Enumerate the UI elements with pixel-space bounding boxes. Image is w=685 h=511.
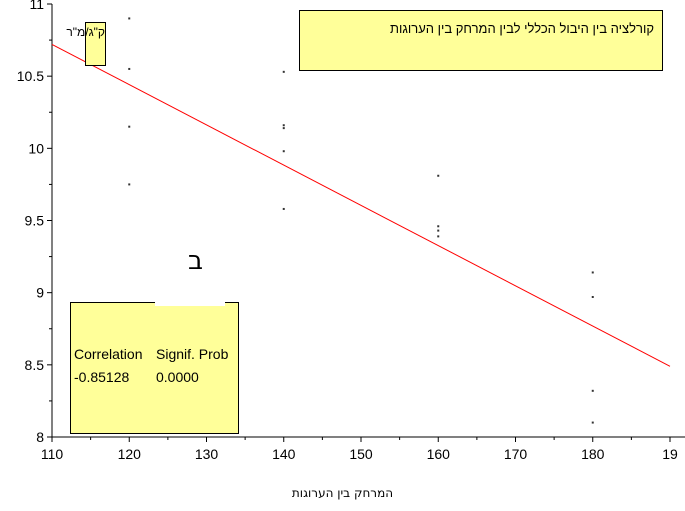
y-tick-label: 8: [36, 429, 44, 445]
annotation-letter: ב: [188, 246, 204, 276]
data-point: [437, 174, 440, 177]
x-tick-label: 170: [504, 446, 528, 462]
x-tick-label: 160: [427, 446, 451, 462]
correlation-box: Correlation Signif. Prob -0.85128 0.0000: [70, 302, 239, 434]
axes: 110 120 130 140 150 160 170 180 19 8 8.5 9 9.5 10 10.5…: [17, 0, 685, 462]
y-tick-label: 9.5: [25, 213, 45, 229]
data-point: [282, 124, 285, 127]
x-tick-label: 180: [581, 446, 605, 462]
data-point: [591, 389, 594, 392]
data-point: [591, 295, 594, 298]
x-tick-label: 110: [41, 446, 64, 462]
y-tick-label: 10.5: [17, 68, 44, 84]
data-point: [128, 183, 131, 186]
unit-label-box: ק"ג/מ"ר: [66, 22, 106, 66]
title-box: קורלציה בין היבול הכללי לבין המרחק בין ה…: [299, 10, 663, 71]
signif-prob-value: 0.0000: [156, 369, 199, 385]
data-point: [282, 207, 285, 210]
data-point: [437, 235, 440, 238]
regression-line: [51, 43, 671, 367]
chart-title: קורלציה בין היבול הכללי לבין המרחק בין ה…: [390, 21, 654, 36]
data-point: [591, 271, 594, 274]
data-point: [282, 127, 285, 130]
correlation-header: Correlation: [74, 346, 143, 362]
data-point: [128, 17, 131, 20]
data-point: [591, 421, 594, 424]
signif-prob-header: Signif. Prob: [156, 346, 229, 362]
y-tick-label: 10: [28, 140, 44, 156]
x-axis-label: המרחק בין הערוגות: [291, 486, 394, 500]
x-tick-label: 130: [195, 446, 219, 462]
fit-line-group: [51, 43, 671, 367]
y-tick-label: 9: [36, 285, 44, 301]
box-notch: [155, 302, 225, 306]
x-tick-label: 120: [118, 446, 142, 462]
data-point: [437, 225, 440, 228]
x-tick-label: 140: [272, 446, 296, 462]
correlation-value-row: -0.85128 0.0000: [74, 366, 238, 389]
y-axis-unit-label: ק"ג/מ"ר: [66, 25, 105, 39]
data-point: [282, 70, 285, 73]
x-tick-label: 150: [349, 446, 373, 462]
correlation-value: -0.85128: [74, 369, 130, 385]
data-point: [437, 229, 440, 232]
data-point: [128, 125, 131, 128]
correlation-header-row: Correlation Signif. Prob: [74, 343, 238, 366]
x-tick-label: 19: [662, 446, 678, 462]
y-tick-label: 8.5: [25, 357, 45, 373]
y-tick-label: 11: [29, 0, 44, 12]
data-point: [128, 67, 131, 70]
data-point: [282, 150, 285, 153]
points-group: [128, 17, 594, 424]
